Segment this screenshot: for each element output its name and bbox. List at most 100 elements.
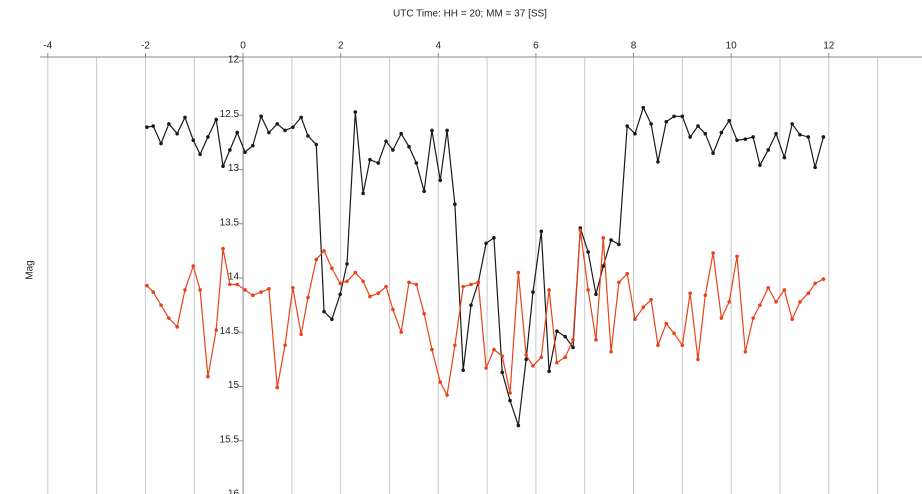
data-point [283, 128, 287, 133]
y-tick-label: 15 [228, 380, 240, 391]
data-point [696, 124, 700, 128]
data-point [267, 130, 271, 135]
data-point [735, 254, 739, 259]
data-point [524, 353, 528, 357]
data-point [376, 161, 381, 165]
data-point [235, 130, 239, 135]
data-point [407, 280, 411, 285]
data-point [243, 150, 247, 154]
data-point [516, 423, 521, 428]
data-point [361, 279, 365, 284]
data-point [338, 292, 342, 297]
data-point [306, 295, 310, 300]
data-point [291, 125, 295, 129]
data-point [743, 137, 748, 141]
data-point [790, 122, 794, 126]
data-point [601, 264, 606, 268]
data-point [743, 349, 748, 354]
data-point [719, 316, 724, 320]
data-point [407, 144, 411, 149]
data-point [422, 312, 426, 316]
data-point [183, 115, 187, 120]
data-point [586, 288, 590, 292]
data-point [445, 128, 449, 133]
data-point [656, 343, 660, 348]
data-point [609, 238, 613, 242]
data-point [563, 334, 567, 339]
y-tick-label: 14 [228, 272, 240, 283]
data-point [384, 284, 388, 289]
data-point [361, 191, 365, 196]
data-point [484, 366, 488, 370]
data-point [531, 290, 535, 294]
data-point [798, 132, 802, 137]
data-point [672, 331, 676, 336]
data-point [492, 236, 496, 240]
data-point [198, 152, 202, 157]
data-point [267, 287, 271, 291]
data-point [774, 300, 778, 304]
data-point [813, 281, 817, 286]
data-point [175, 131, 179, 136]
data-point [625, 271, 629, 276]
data-point [790, 317, 794, 322]
data-point [782, 155, 787, 160]
data-point [159, 303, 163, 307]
data-point [601, 236, 606, 240]
data-point [159, 141, 163, 146]
data-point [656, 160, 660, 164]
data-point [539, 229, 544, 234]
data-point [198, 288, 202, 292]
data-point [563, 355, 567, 360]
data-point [275, 122, 280, 126]
x-tick-label: -2 [141, 41, 150, 52]
data-point [500, 370, 505, 375]
data-point [547, 288, 551, 292]
data-point [430, 128, 434, 133]
data-point [821, 277, 826, 281]
x-tick-label: 2 [338, 41, 344, 52]
data-point [299, 332, 303, 337]
data-point [524, 357, 528, 362]
data-point [727, 300, 731, 304]
data-point [571, 345, 575, 350]
data-point [221, 164, 225, 169]
data-point [183, 288, 187, 292]
data-point [391, 148, 395, 152]
data-point [414, 161, 419, 165]
data-point [206, 135, 210, 139]
data-point [680, 114, 685, 119]
y-tick-label: 15.5 [220, 434, 240, 445]
data-point [782, 288, 787, 292]
x-tick-label: 10 [726, 41, 738, 52]
data-point [476, 280, 481, 285]
data-point [727, 118, 731, 123]
data-point [214, 328, 219, 332]
data-point [214, 117, 219, 122]
x-tick-label: 0 [240, 41, 246, 52]
x-tick-label: 12 [823, 41, 835, 52]
data-point [469, 303, 473, 307]
data-point [813, 165, 817, 170]
y-tick-label: 13 [228, 163, 240, 174]
data-point [235, 282, 239, 287]
data-point [696, 357, 700, 362]
data-point [766, 148, 771, 152]
x-tick-label: 8 [631, 41, 637, 52]
data-point [571, 338, 575, 342]
y-axis-label: Mag [25, 260, 36, 279]
data-point [688, 291, 692, 295]
data-point [688, 135, 692, 139]
data-point [368, 294, 372, 299]
data-point [322, 249, 326, 253]
series-line [146, 106, 824, 426]
data-point [167, 316, 171, 320]
data-point [758, 163, 762, 167]
y-tick-label: 12.5 [220, 109, 240, 120]
data-point [167, 122, 171, 126]
data-point [391, 307, 395, 312]
data-point [384, 139, 388, 144]
data-point [766, 285, 771, 290]
data-point [314, 142, 319, 147]
